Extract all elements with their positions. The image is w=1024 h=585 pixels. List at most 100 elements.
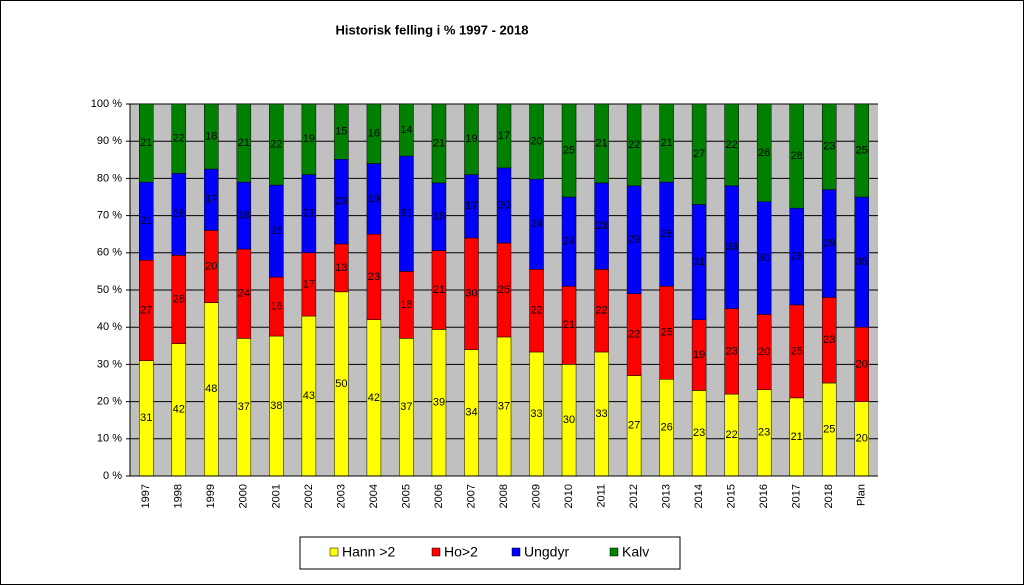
data-label: 17	[205, 194, 217, 206]
data-label: 21	[140, 215, 152, 227]
data-label: 26	[758, 147, 770, 159]
x-tick-label: 2008	[498, 484, 510, 508]
data-label: 27	[140, 304, 152, 316]
y-tick-label: 70 %	[97, 210, 122, 222]
data-label: 25	[856, 144, 868, 156]
data-label: 42	[173, 404, 185, 416]
data-label: 33	[726, 241, 738, 253]
data-label: 24	[238, 288, 250, 300]
data-label: 20	[856, 433, 868, 445]
data-label: 18	[205, 130, 217, 142]
bar-segment	[139, 103, 154, 183]
data-label: 17	[303, 278, 315, 290]
data-label: 31	[400, 208, 412, 220]
y-tick-label: 0 %	[103, 470, 122, 482]
data-label: 42	[368, 392, 380, 404]
x-tick-label: 2016	[758, 484, 770, 508]
data-label: 21	[140, 137, 152, 149]
data-label: 33	[595, 408, 607, 420]
data-label: 25	[823, 423, 835, 435]
bar-segment	[431, 103, 447, 184]
x-tick-label: 2017	[791, 484, 803, 508]
data-label: 23	[335, 196, 347, 208]
x-tick-label: 2010	[563, 484, 575, 508]
chart-title: Historisk felling i % 1997 - 2018	[336, 22, 529, 37]
x-tick-label: 2015	[726, 484, 738, 508]
bar-segment	[594, 103, 609, 184]
x-tick-label: 2011	[595, 484, 607, 508]
x-tick-label: Plan	[856, 484, 868, 506]
bar-segment	[236, 103, 252, 183]
data-label: 23	[693, 427, 705, 439]
legend-swatch	[511, 547, 521, 557]
data-label: 22	[628, 329, 640, 341]
data-label: 24	[530, 218, 542, 230]
data-label: 50	[335, 378, 347, 390]
y-tick-label: 90 %	[97, 135, 122, 147]
data-label: 37	[498, 400, 510, 412]
data-label: 21	[433, 137, 445, 149]
data-label: 30	[758, 252, 770, 264]
data-label: 20	[530, 135, 542, 147]
bar-segment	[496, 103, 512, 169]
data-label: 29	[823, 237, 835, 249]
data-label: 29	[628, 234, 640, 246]
x-tick-label: 2013	[661, 484, 673, 508]
x-tick-label: 1998	[173, 484, 185, 508]
data-label: 28	[173, 293, 185, 305]
x-tick-label: 2001	[270, 484, 282, 508]
x-tick-label: 2005	[400, 484, 412, 508]
data-label: 34	[465, 407, 477, 419]
data-label: 21	[238, 137, 250, 149]
data-label: 37	[238, 401, 250, 413]
x-tick-label: 1999	[205, 484, 217, 508]
data-label: 23	[758, 427, 770, 439]
data-label: 23	[823, 141, 835, 153]
data-label: 35	[856, 256, 868, 268]
bar-segment	[821, 103, 837, 190]
bar-segment	[756, 103, 772, 202]
x-tick-label: 2004	[368, 484, 380, 508]
data-label: 31	[140, 412, 152, 424]
data-label: 22	[270, 138, 282, 150]
data-label: 25	[660, 327, 672, 339]
data-label: 27	[628, 420, 640, 432]
data-label: 22	[726, 429, 738, 441]
data-label: 21	[563, 319, 575, 331]
data-label: 16	[368, 128, 380, 140]
legend-swatch	[329, 547, 339, 557]
bar-segment	[626, 103, 642, 187]
legend-label: Hann >2	[342, 544, 396, 560]
bar-segment	[529, 103, 544, 180]
data-label: 26	[791, 250, 803, 262]
data-label: 21	[303, 208, 315, 220]
data-label: 22	[530, 305, 542, 317]
bar-segment	[204, 103, 219, 170]
data-label: 21	[791, 431, 803, 443]
data-label: 27	[693, 148, 705, 160]
data-label: 19	[465, 133, 477, 145]
x-tick-label: 2006	[433, 484, 445, 508]
bar-segment	[301, 103, 317, 175]
data-label: 26	[660, 422, 672, 434]
y-tick-label: 60 %	[97, 247, 122, 259]
data-label: 25	[498, 284, 510, 296]
data-label: 23	[368, 271, 380, 283]
data-label: 25	[563, 144, 575, 156]
data-label: 19	[303, 133, 315, 145]
legend-label: Ungdyr	[524, 544, 569, 560]
data-label: 43	[303, 390, 315, 402]
data-label: 19	[693, 349, 705, 361]
data-label: 22	[726, 139, 738, 151]
y-tick-label: 10 %	[97, 433, 122, 445]
bar-segment	[366, 103, 382, 164]
y-tick-label: 30 %	[97, 358, 122, 370]
data-label: 15	[335, 126, 347, 138]
data-label: 21	[433, 284, 445, 296]
bar-segment	[464, 103, 479, 175]
y-tick-label: 100 %	[91, 98, 122, 110]
x-tick-label: 2014	[693, 484, 705, 508]
legend-label: Ho>2	[444, 544, 478, 560]
data-label: 22	[173, 133, 185, 145]
bar-segment	[659, 103, 674, 183]
